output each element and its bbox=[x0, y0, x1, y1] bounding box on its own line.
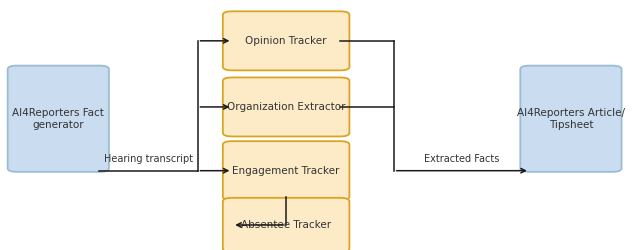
Text: Opinion Tracker: Opinion Tracker bbox=[245, 36, 327, 46]
Text: AI4Reporters Article/
Tipsheet: AI4Reporters Article/ Tipsheet bbox=[517, 108, 625, 130]
Text: Extracted Facts: Extracted Facts bbox=[424, 154, 499, 164]
FancyBboxPatch shape bbox=[223, 78, 349, 136]
FancyBboxPatch shape bbox=[223, 141, 349, 200]
FancyBboxPatch shape bbox=[520, 66, 621, 172]
Text: Organization Extractor: Organization Extractor bbox=[227, 102, 346, 112]
Text: Absentee Tracker: Absentee Tracker bbox=[241, 220, 331, 230]
Text: Hearing transcript: Hearing transcript bbox=[104, 154, 193, 164]
Text: AI4Reporters Fact
generator: AI4Reporters Fact generator bbox=[12, 108, 104, 130]
FancyBboxPatch shape bbox=[223, 11, 349, 70]
Text: Engagement Tracker: Engagement Tracker bbox=[232, 166, 340, 176]
FancyBboxPatch shape bbox=[223, 198, 349, 250]
FancyBboxPatch shape bbox=[8, 66, 109, 172]
